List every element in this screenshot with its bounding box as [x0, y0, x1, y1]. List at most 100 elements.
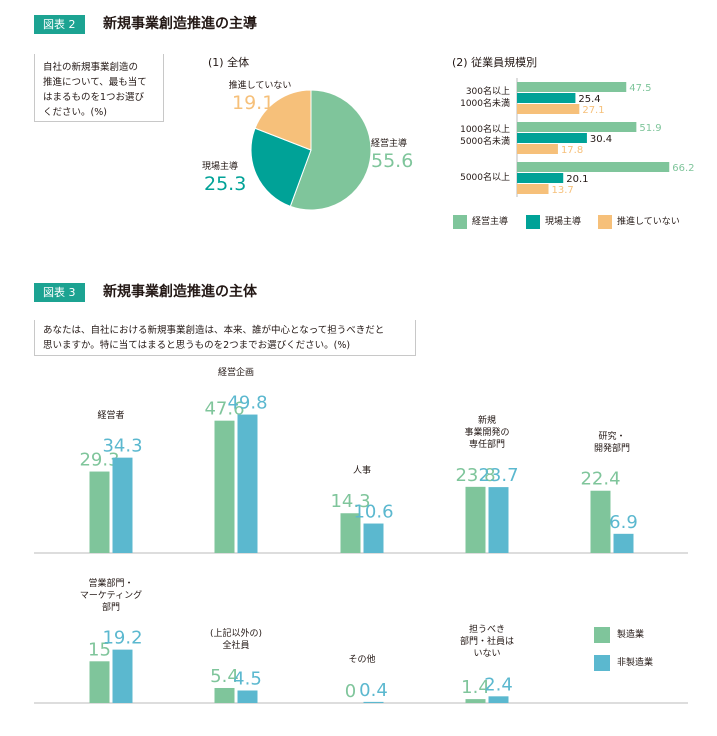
vbar-category-label: 専任部門 [468, 439, 505, 450]
vbar-value-label: 15 [88, 639, 111, 660]
hbar-bar [517, 173, 564, 183]
legend-swatch-mfg [594, 627, 610, 643]
hbar-bar [517, 133, 587, 143]
vbar-value-label: 47.6 [204, 399, 244, 420]
vbar-value-label: 10.6 [353, 502, 393, 523]
vbar-category-label: マーケティング [79, 590, 143, 601]
pie-slice [289, 89, 372, 211]
vbar-category-label: 研究・ [598, 431, 626, 442]
pie-title: (1) 全体 [208, 56, 250, 69]
pie-label-genba: 現場主導 [202, 162, 239, 172]
pie-value-none: 19.1 [232, 92, 275, 114]
hbar-category-label: 5000名以上 [460, 173, 510, 183]
legend-label-nonmfg: 非製造業 [617, 658, 654, 668]
vbar-category-label: 部門・社員は [459, 637, 514, 648]
vbar-value-label: 34.3 [102, 436, 142, 457]
fig2-title: 新規事業創造推進の主導 [103, 16, 257, 32]
vbar-value-label: 0.4 [359, 680, 388, 701]
fig3-title: 新規事業創造推進の主体 [103, 284, 257, 300]
vbar-value-label: 19.2 [102, 628, 142, 649]
hbar-value-label: 30.4 [590, 134, 612, 145]
vbar-category-label: 全社員 [222, 640, 250, 651]
vbar-category-label: いない [473, 649, 501, 660]
vbar-value-label: 2.4 [484, 674, 513, 695]
vbar-bar [465, 699, 486, 703]
legend-swatch-keiei [453, 215, 467, 229]
hbar-value-label: 20.1 [566, 174, 588, 185]
hbar-value-label: 27.1 [582, 105, 604, 116]
hbar-value-label: 17.8 [561, 145, 583, 156]
vbar-value-label: 22.4 [580, 469, 620, 490]
pie-value-keiei: 55.6 [371, 150, 414, 172]
pie-label-none: 推進していない [228, 81, 292, 91]
hbar-value-label: 51.9 [639, 123, 661, 134]
vbar-bar [363, 701, 384, 703]
hbar-bar [517, 93, 576, 103]
vbar-category-label: 事業開発の [464, 427, 510, 438]
hbar-bar [517, 82, 627, 92]
vbar-category-label: 経営者 [97, 410, 125, 421]
vbar-value-label: 6.9 [609, 512, 638, 533]
vbar-category-label: 経営企画 [217, 367, 254, 378]
vbar-value-label: 23.8 [455, 465, 495, 486]
hbar-value-label: 25.4 [578, 94, 600, 105]
pie-label-keiei: 経営主導 [371, 139, 408, 149]
fig2-question-line: ください。(%) [43, 107, 107, 118]
vbar-category-label: 人事 [352, 466, 371, 477]
legend-label-keiei: 経営主導 [472, 217, 509, 227]
vbar-bar [214, 420, 235, 553]
fig2-question-line: はまるものを1つお選び [43, 92, 145, 103]
vbar-value-label: 0 [345, 681, 356, 702]
legend-swatch-genba [526, 215, 540, 229]
fig2-question-line: 自社の新規事業創造の [43, 62, 139, 73]
vbar-bar [237, 690, 258, 703]
vbar-value-label: 1.4 [461, 677, 490, 698]
hbar-bar [517, 162, 670, 172]
vbar-value-label: 29.3 [79, 450, 119, 471]
hbar-category-label: 300名以上 [465, 87, 510, 97]
vbar-bar [89, 661, 110, 703]
vbar-category-label: 開発部門 [593, 443, 630, 454]
legend-swatch-none [598, 215, 612, 229]
hbar-value-label: 66.2 [672, 163, 694, 174]
vbar-category-label: 担うべき [468, 625, 505, 636]
fig3-badge: 図表 3 [34, 283, 85, 302]
fig3-question-box: あなたは、自社における新規事業創造は、本来、誰が中心となって担うべきだと 思いま… [34, 320, 416, 356]
vbar-bar [112, 649, 133, 703]
vbar-value-label: 23.7 [478, 465, 518, 486]
fig3-question-line: あなたは、自社における新規事業創造は、本来、誰が中心となって担うべきだと [43, 325, 385, 336]
vbar-bar [214, 687, 235, 703]
vbar-value-label: 49.8 [227, 393, 267, 414]
fig2-question-box: 自社の新規事業創造の 推進について、最も当て はまるものを1つお選び ください。… [34, 54, 164, 122]
pie-value-genba: 25.3 [204, 173, 247, 195]
vbar-value-label: 5.4 [210, 666, 239, 687]
vbar-bar [488, 487, 509, 553]
vbar-bar [112, 457, 133, 553]
legend-swatch-nonmfg [594, 655, 610, 671]
hbar-bar [517, 122, 637, 132]
legend-label-genba: 現場主導 [545, 217, 582, 227]
vbar-bar [237, 414, 258, 553]
vbar-category-label: 営業部門・ [88, 578, 134, 589]
vbar-bar [590, 490, 611, 553]
hbar-title: (2) 従業員規模別 [452, 56, 538, 69]
hbar-category-label: 5000名未満 [460, 137, 510, 147]
vbar-category-label: その他 [348, 654, 376, 665]
vbar-bar [465, 486, 486, 553]
hbar-bar [517, 144, 558, 154]
pie-slice [250, 127, 312, 207]
pie-slice [254, 89, 312, 151]
hbar-category-label: 1000名未満 [460, 99, 510, 109]
vbar-bar [613, 533, 634, 553]
legend-label-mfg: 製造業 [617, 630, 645, 640]
hbar-value-label: 13.7 [552, 185, 574, 196]
legend-label-none: 推進していない [617, 217, 680, 227]
hbar-value-label: 47.5 [629, 83, 651, 94]
hbar-category-label: 1000名以上 [460, 125, 510, 135]
vbar-category-label: 部門 [101, 602, 120, 613]
vbar-category-label: (上記以外の) [209, 628, 263, 639]
vbar-bar [340, 513, 361, 553]
